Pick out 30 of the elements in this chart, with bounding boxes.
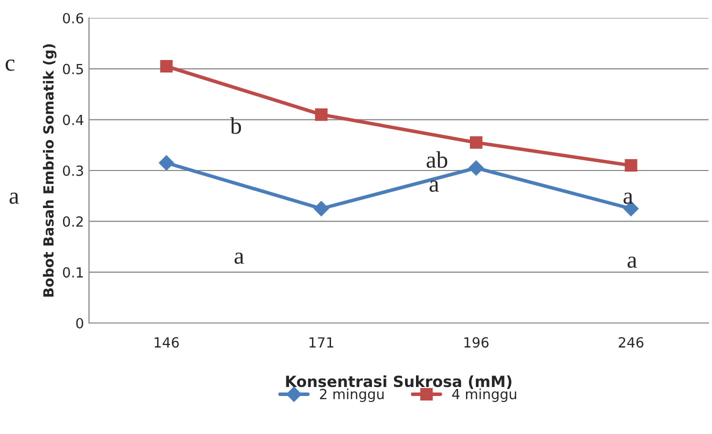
y-tick-label: 0.5 — [62, 64, 83, 74]
point — [468, 160, 484, 176]
y-tick-label: 0.1 — [62, 267, 83, 278]
annotation: a — [234, 252, 244, 264]
y-tick-label: 0.3 — [62, 165, 84, 176]
y-tick-label: 0.6 — [62, 12, 84, 24]
point — [314, 201, 329, 216]
annotation: a — [628, 256, 637, 268]
point — [624, 159, 638, 172]
annotation: a — [430, 180, 439, 192]
y-tick-label: 0.4 — [62, 114, 84, 126]
y-axis-title: Bobot Basah Embrio Somatik (g) — [42, 44, 56, 297]
y-tick-label: 0.2 — [62, 216, 83, 227]
point — [470, 136, 482, 149]
x-tick-label: 171 — [310, 337, 334, 348]
legend-label: 4 minggu — [452, 388, 516, 402]
legend-label: 2 minggu — [320, 388, 384, 402]
annotation: a — [624, 192, 633, 204]
x-tick-label: 246 — [618, 337, 644, 348]
y-tick-label: 0 — [76, 318, 84, 328]
text: a — [10, 192, 19, 204]
annotation: b — [230, 117, 242, 134]
annotation: ab — [426, 151, 448, 168]
point — [158, 155, 174, 170]
x-tick-label: 196 — [464, 337, 489, 348]
point — [315, 108, 328, 121]
x-tick-label: 146 — [154, 337, 179, 348]
text: c — [6, 60, 15, 71]
point — [160, 60, 173, 73]
x-axis-title: Konsentrasi Sukrosa (mM) — [286, 375, 512, 389]
